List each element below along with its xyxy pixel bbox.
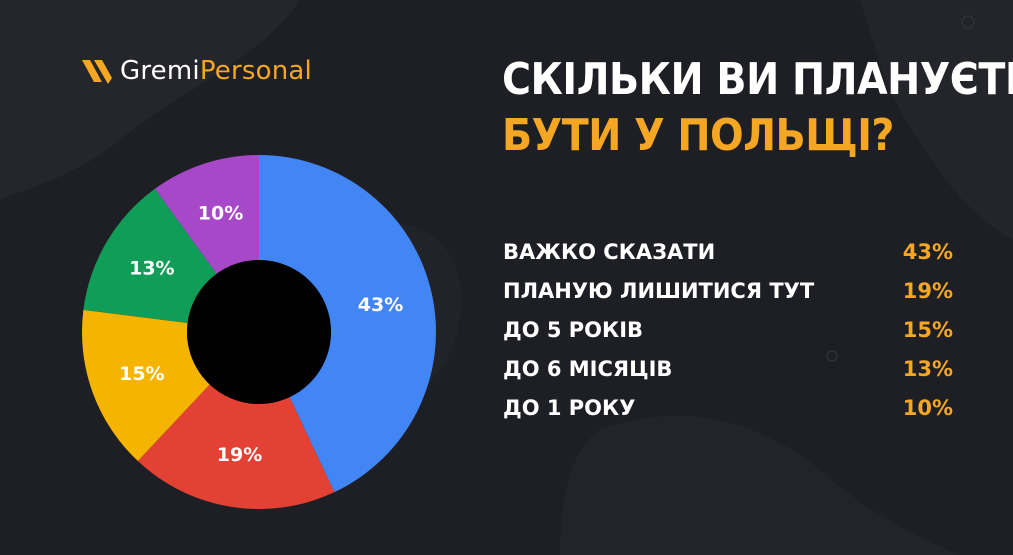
donut-slice bbox=[137, 384, 335, 509]
legend-value: 10% bbox=[902, 395, 953, 420]
donut-chart: 43% 19% 15% 13% 10% bbox=[82, 155, 437, 509]
legend-item: ДО 1 РОКУ 10% bbox=[503, 388, 953, 427]
donut-slice bbox=[83, 188, 217, 323]
legend-label: ДО 1 РОКУ bbox=[503, 395, 636, 420]
donut-slice bbox=[259, 155, 437, 493]
brand-name-part2: Personal bbox=[199, 56, 312, 86]
legend-value: 19% bbox=[902, 278, 953, 303]
title-line-1: СКІЛЬКИ ВИ ПЛАНУЄТЕ bbox=[502, 54, 1013, 105]
legend-label: ПЛАНУЮ ЛИШИТИСЯ ТУТ bbox=[503, 278, 815, 303]
donut-hole bbox=[187, 260, 331, 404]
legend-label: ВАЖКО СКАЗАТИ bbox=[503, 239, 716, 264]
slice-label: 10% bbox=[198, 203, 243, 225]
legend-label: ДО 5 РОКІВ bbox=[503, 317, 644, 342]
chart-title: СКІЛЬКИ ВИ ПЛАНУЄТЕ БУТИ У ПОЛЬЩІ? bbox=[502, 52, 1013, 164]
brand-name: GremiPersonal bbox=[120, 54, 312, 88]
donut-slice bbox=[154, 155, 259, 274]
legend-value: 43% bbox=[902, 239, 953, 264]
brand-logo: GremiPersonal bbox=[80, 54, 312, 88]
donut-slice bbox=[82, 309, 210, 462]
title-line-2: БУТИ У ПОЛЬЩІ? bbox=[502, 110, 894, 161]
legend-label: ДО 6 МІСЯЦІВ bbox=[503, 356, 673, 381]
legend-item: ДО 5 РОКІВ 15% bbox=[503, 310, 953, 349]
slice-label: 13% bbox=[129, 258, 174, 280]
legend-item: ПЛАНУЮ ЛИШИТИСЯ ТУТ 19% bbox=[503, 271, 953, 310]
slice-label: 19% bbox=[217, 444, 262, 466]
logo-mark-icon bbox=[82, 60, 112, 84]
brand-name-part1: Gremi bbox=[120, 56, 200, 86]
legend-value: 13% bbox=[902, 356, 953, 381]
slice-label: 15% bbox=[119, 363, 164, 385]
legend: ВАЖКО СКАЗАТИ 43% ПЛАНУЮ ЛИШИТИСЯ ТУТ 19… bbox=[503, 232, 953, 427]
slice-label: 43% bbox=[358, 294, 403, 316]
legend-item: ДО 6 МІСЯЦІВ 13% bbox=[503, 349, 953, 388]
legend-value: 15% bbox=[902, 317, 953, 342]
legend-item: ВАЖКО СКАЗАТИ 43% bbox=[503, 232, 953, 271]
